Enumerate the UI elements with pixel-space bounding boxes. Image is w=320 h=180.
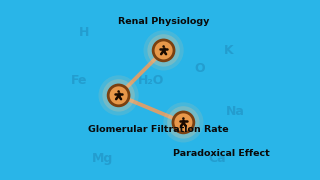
Circle shape [182,117,185,120]
Text: Ca: Ca [209,152,227,165]
Circle shape [162,45,165,48]
Text: H: H [79,26,90,39]
Text: Paradoxical Effect: Paradoxical Effect [172,148,269,158]
Circle shape [117,90,120,93]
Text: Glomerular Filtration Rate: Glomerular Filtration Rate [88,125,228,134]
Circle shape [99,75,139,116]
Text: O: O [194,62,205,75]
Circle shape [173,112,194,133]
Circle shape [163,102,204,143]
Text: K: K [224,44,233,57]
Text: H₂O: H₂O [138,75,164,87]
Text: Na: Na [226,105,245,118]
Circle shape [143,30,184,71]
Circle shape [153,40,174,61]
Text: Mg: Mg [92,152,113,165]
Circle shape [102,79,135,112]
Circle shape [148,34,180,67]
Circle shape [108,85,129,106]
Circle shape [167,106,200,139]
Text: Renal Physiology: Renal Physiology [118,17,209,26]
Text: Fe: Fe [71,75,87,87]
